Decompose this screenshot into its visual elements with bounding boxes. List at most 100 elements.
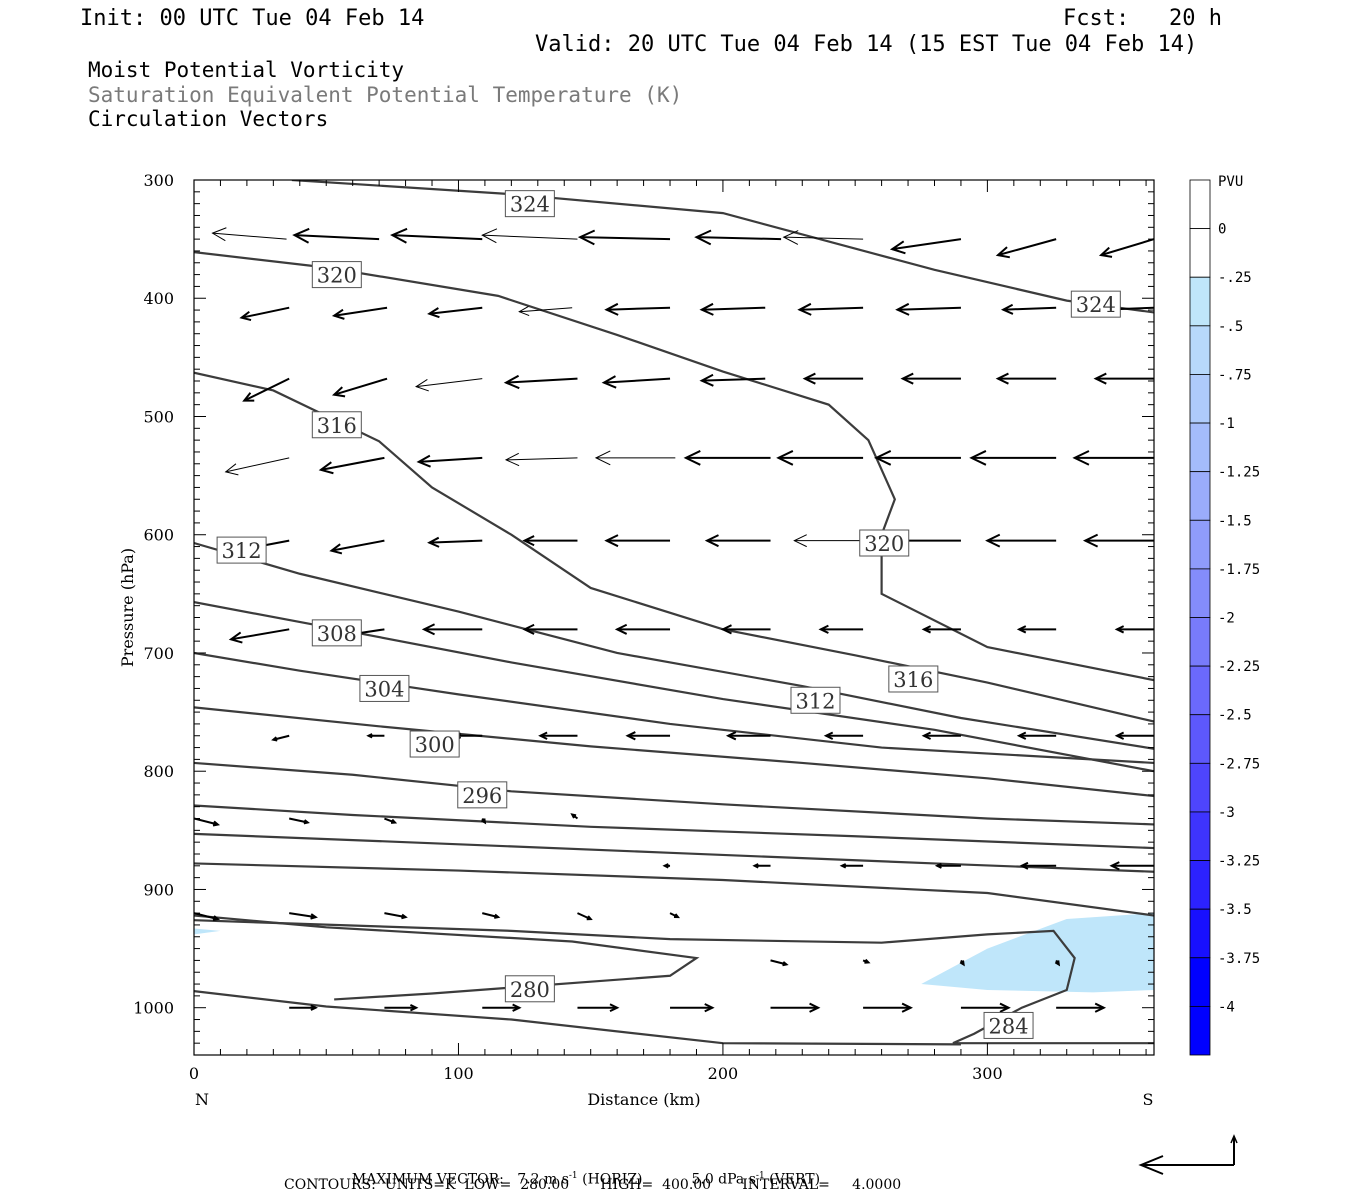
contour-label: 280: [510, 978, 550, 1002]
vector-arrowhead: [673, 913, 681, 919]
x-right-label: S: [1143, 1090, 1154, 1109]
contour-label-box: [409, 730, 460, 758]
vector-arrow: [331, 539, 385, 552]
colorbar-level: -4: [1218, 999, 1235, 1015]
colorbar-cell: [1189, 617, 1211, 667]
contour-line: [194, 761, 1154, 826]
vector-arrow: [429, 539, 483, 544]
colorbar-cell: [1189, 374, 1211, 424]
contour-label: 316: [893, 668, 933, 692]
plot-frame: [193, 179, 1155, 1056]
vector-arrowhead: [518, 305, 530, 317]
colorbar-level: -3.75: [1218, 951, 1260, 967]
pv-colorbar: PVU 0 -.25 -.5 -.75 -1 -1.25 -1.5 -1.75 -2 -2.25 -2…: [1189, 174, 1260, 1056]
contour-label: 324: [510, 193, 550, 217]
vector-arrow: [606, 306, 671, 311]
colorbar-level: -1.5: [1218, 513, 1252, 529]
vector-arrowhead: [1094, 1002, 1107, 1013]
y-tick-label: 700: [143, 644, 174, 663]
vector-arrowhead: [271, 736, 278, 742]
vector-arrowhead: [604, 302, 619, 316]
vector-arrow: [289, 912, 316, 919]
max-vector-label: MAXIMUM VECTOR:: [351, 1171, 504, 1188]
vector-arrowhead: [625, 731, 636, 741]
colorbar-cell: [1189, 811, 1211, 861]
vector-arrowhead: [725, 731, 737, 741]
contour-label: 320: [317, 264, 357, 288]
vector-arrowhead: [614, 623, 628, 635]
colorbar-cell: [1189, 908, 1211, 959]
plot-border: [193, 179, 1155, 1056]
vector-arrowhead: [1093, 372, 1107, 385]
vector-arrow: [225, 457, 290, 473]
y-tick-label: 900: [143, 880, 174, 899]
vector-arrowhead: [1072, 450, 1090, 466]
vector-arrow: [701, 306, 766, 311]
vector-arrowhead: [601, 375, 617, 389]
vector-arrowhead: [416, 454, 431, 468]
vector-arrowhead: [1114, 731, 1125, 740]
vector-arrowhead: [921, 625, 932, 634]
colorbar-level: -1.25: [1218, 465, 1260, 481]
vector-arrow: [243, 377, 290, 402]
vector-arrowhead: [522, 535, 535, 547]
contour-label-box: [359, 674, 410, 702]
contour-label: 300: [415, 733, 455, 757]
vector-arrowhead: [752, 863, 759, 869]
contour-label: 284: [988, 1014, 1028, 1038]
vector-arrowhead: [409, 1004, 419, 1012]
vector-arrow: [334, 306, 388, 317]
vector-arrowhead: [969, 450, 987, 466]
vector-arrow: [230, 628, 290, 641]
vector-arrowhead: [292, 227, 310, 244]
title-mpv: Moist Potential Vorticity: [88, 58, 405, 82]
vector-arrowhead: [802, 372, 816, 385]
vector-arrowhead: [985, 533, 1001, 548]
vector-arrowhead: [586, 915, 593, 921]
contour-line: [194, 251, 1154, 682]
x-left-label: N: [195, 1090, 209, 1109]
colorbar-cell: [1189, 665, 1211, 716]
vector-arrow: [241, 306, 290, 319]
vector-arrowhead: [683, 450, 701, 466]
contour-labels: 324 324 320 320 316 316 312 312 308 304 300 296 280 2…: [216, 190, 1121, 1039]
vector-arrow: [416, 378, 483, 388]
vector-arrowhead: [212, 820, 221, 827]
vector-arrowhead: [504, 452, 520, 467]
vector-arrowhead: [874, 450, 892, 466]
pv-region: [921, 913, 1154, 993]
vector-arrowhead: [704, 1003, 715, 1013]
vector-arrow: [294, 234, 380, 241]
contour-line: [194, 832, 1154, 873]
contour-label-box: [983, 1011, 1034, 1039]
vector-arrowhead: [662, 863, 669, 869]
y-tick-label: 800: [143, 762, 174, 781]
vector-arrowhead: [310, 1004, 318, 1011]
colorbar-level: 0: [1218, 222, 1226, 238]
colorbar-cell: [1189, 228, 1211, 278]
max-vector-vert: 5.0 dPa s: [691, 1171, 756, 1188]
vector-arrowhead: [1016, 625, 1027, 634]
vector-arrow: [892, 238, 962, 251]
vector-arrowhead: [1000, 303, 1014, 315]
vector-arrow: [392, 234, 483, 241]
title-vectors: Circulation Vectors: [88, 107, 329, 131]
colorbar-cell: [1189, 276, 1211, 327]
vector-arrowhead: [901, 1002, 913, 1013]
vector-arrowhead: [999, 1002, 1011, 1013]
vector-arrowhead: [793, 534, 807, 548]
vector-arrow: [897, 306, 961, 311]
colorbar-cell: [1189, 179, 1211, 230]
vector-arrow: [696, 236, 782, 241]
vector-arrowhead: [720, 624, 732, 635]
vector-arrowhead: [776, 450, 794, 466]
vector-arrowhead: [512, 1003, 522, 1012]
vector-arrowhead: [503, 374, 520, 390]
vector-arrow: [288, 817, 308, 824]
contour-label-box: [790, 686, 841, 714]
vector-arrowhead: [1054, 960, 1061, 967]
vector-arrowhead: [1082, 533, 1099, 548]
vector-arrowhead: [228, 631, 243, 644]
contour-line: [194, 919, 1154, 1045]
